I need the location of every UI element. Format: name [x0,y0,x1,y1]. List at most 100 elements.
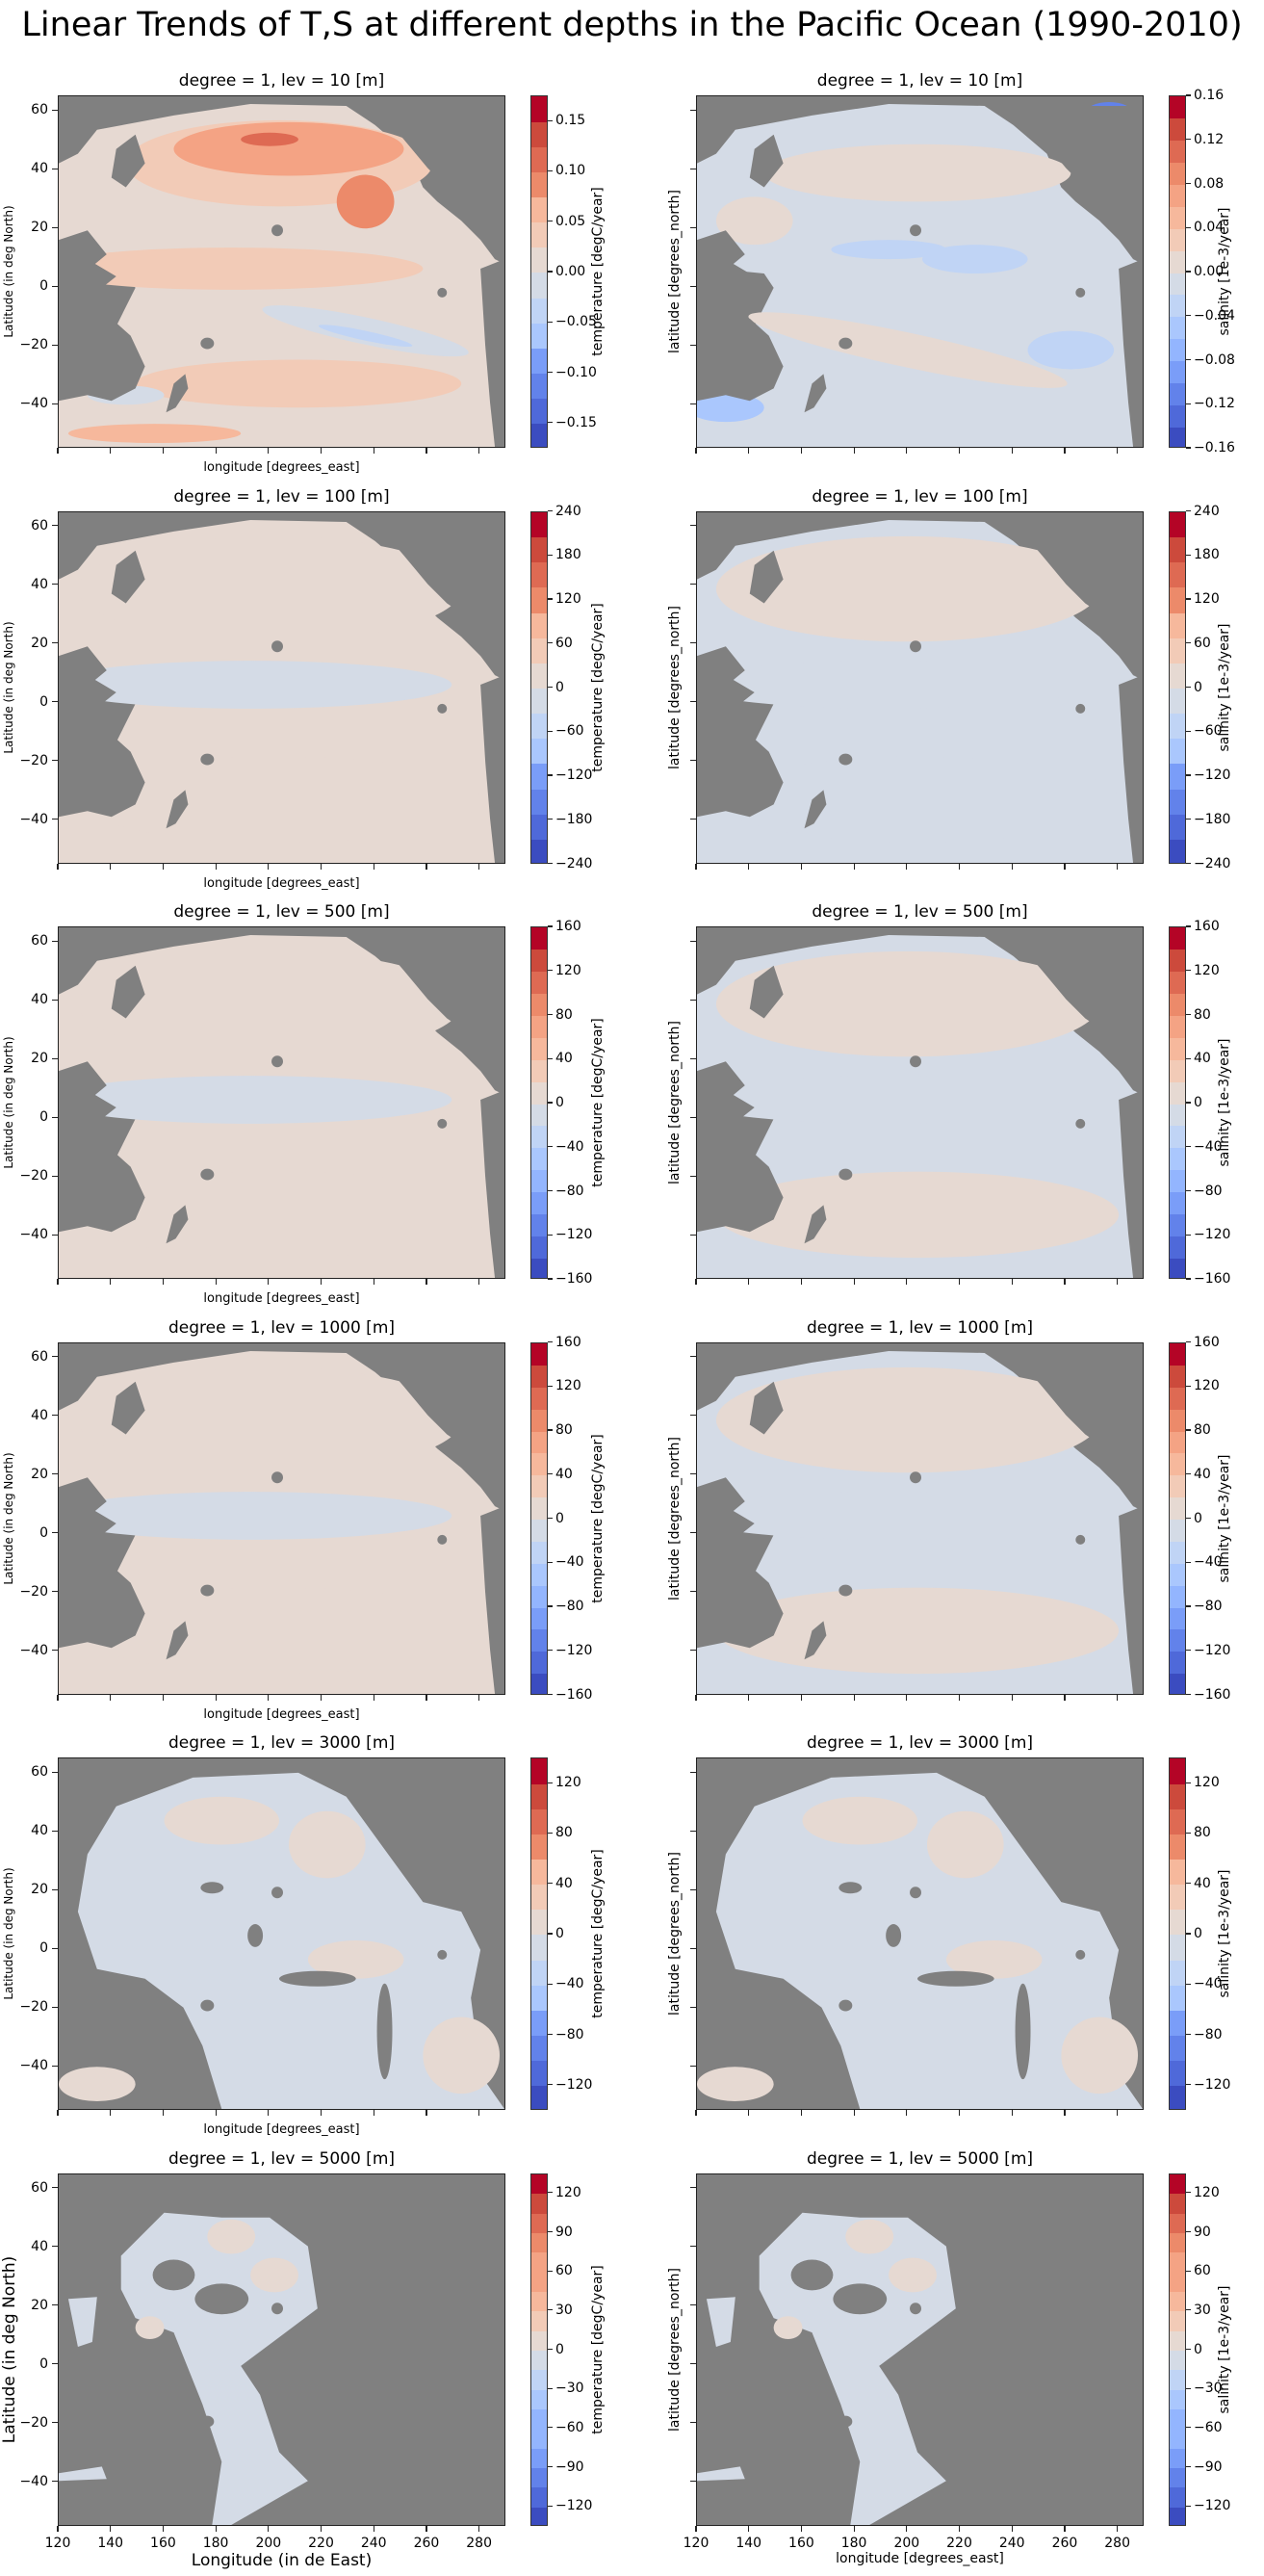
tick-mark [690,1591,696,1593]
tick-mark [690,1473,696,1475]
tick-mark [162,2525,164,2532]
tick-mark [162,448,164,454]
colorbar-band [531,1387,547,1410]
colorbar-tick-label: 0 [555,2341,564,2357]
tick-mark [800,1694,802,1701]
island-fiji [838,1168,853,1181]
colorbar-tick-label: −60 [555,2419,584,2435]
colorbar-band [531,637,547,664]
island-hawaii [271,1055,283,1068]
tick-mark [52,1356,58,1358]
colorbar-tick-label: −120 [555,1227,593,1243]
tick-mark [548,1933,553,1935]
panel-title: degree = 1, lev = 5000 [m] [806,2148,1034,2169]
land-mask [749,550,784,603]
colorbar-band [531,738,547,765]
map-field [697,519,1143,863]
slight-anomaly-south [715,1171,1120,1259]
island-galapagos [437,1949,448,1960]
tick-mark [695,863,697,870]
deep-basin [759,2212,956,2525]
colorbar-label: salinity [1e-3/year] [1217,207,1232,336]
slight-negative-equatorial [59,1491,452,1540]
colorbar-band [1170,1960,1185,1986]
colorbar-tick-label: −40 [555,1554,584,1571]
colorbar-band [531,1673,547,1694]
tick-mark [320,2525,322,2532]
tick-mark [1186,2505,1191,2507]
tick-mark [548,1605,553,1607]
colorbar-band [1170,2369,1185,2390]
colorbar-band [1170,1607,1185,1630]
y-tick-label: 40 [31,2238,48,2254]
colorbar-band [531,1985,547,2011]
seamount [838,1882,863,1894]
land-mask [59,645,116,704]
tick-mark [1186,1933,1191,1935]
deep-basin [59,2465,107,2481]
colorbar-band [1170,1651,1185,1675]
tick-mark [748,2525,750,2532]
colorbar-band [531,2467,547,2488]
tick-mark [1117,1694,1119,1701]
tick-mark [548,169,553,172]
colorbar-tick-label: 60 [1194,635,1211,651]
tick-mark [1186,139,1191,141]
tick-mark [906,2525,908,2532]
y-axis-label: Latitude (in deg North) [2,205,15,338]
tick-mark [52,525,58,527]
colorbar-band [1170,713,1185,740]
island-galapagos [437,287,448,298]
tick-mark [52,2304,58,2306]
tick-mark [548,1278,553,1280]
colorbar-label: salinity [1e-3/year] [1217,1038,1232,1167]
tick-mark [110,448,112,454]
colorbar-band [1170,1452,1185,1476]
map-field [697,101,1143,447]
colorbar-tick-label: 60 [555,2263,573,2279]
colorbar-band [1170,250,1185,273]
y-tick-label: −20 [19,752,48,768]
tick-mark [1186,509,1191,512]
colorbar-band [531,511,547,538]
tick-mark [52,2246,58,2248]
colorbar-band [531,298,547,324]
land-mask [697,1061,755,1119]
map-field [59,2212,448,2525]
colorbar-band [531,927,547,950]
island-hawaii [271,1886,283,1899]
warm-band-southern [67,424,242,444]
colorbar-tick-label: −120 [1194,2498,1231,2514]
tick-mark [52,2363,58,2365]
colorbar-band [1170,2408,1185,2430]
tick-mark [690,1830,696,1832]
land-mask [166,1620,189,1659]
slight-positive-patch [773,2315,803,2339]
tick-mark [548,686,553,689]
salinity-colorbar [1169,510,1186,864]
slight-negative-equatorial [697,1491,1091,1540]
colorbar-tick-label: 0 [555,1095,564,1110]
colorbar-band [1170,1258,1185,1278]
colorbar-band [531,789,547,815]
colorbar-band [1170,1474,1185,1498]
colorbar-label: temperature [degC/year] [590,1018,606,1187]
colorbar-band [1170,1541,1185,1564]
tick-mark [690,999,696,1001]
land-mask [1119,259,1143,447]
tick-mark [695,2525,697,2532]
tick-mark [1117,2525,1119,2532]
y-tick-label: −20 [19,1583,48,1600]
tick-mark [1186,1832,1191,1834]
tick-mark [548,1429,553,1431]
tick-mark [1186,271,1191,273]
slight-positive-north [77,950,462,1057]
colorbar-band [1170,688,1185,715]
tick-mark [690,642,696,644]
tick-mark [1186,1189,1191,1192]
colorbar-tick-label: 60 [1194,2263,1211,2279]
colorbar-band [1170,1236,1185,1259]
tick-mark [958,2110,961,2116]
tick-mark [1064,863,1066,870]
y-axis-label: Latitude (in deg North) [2,1036,15,1169]
